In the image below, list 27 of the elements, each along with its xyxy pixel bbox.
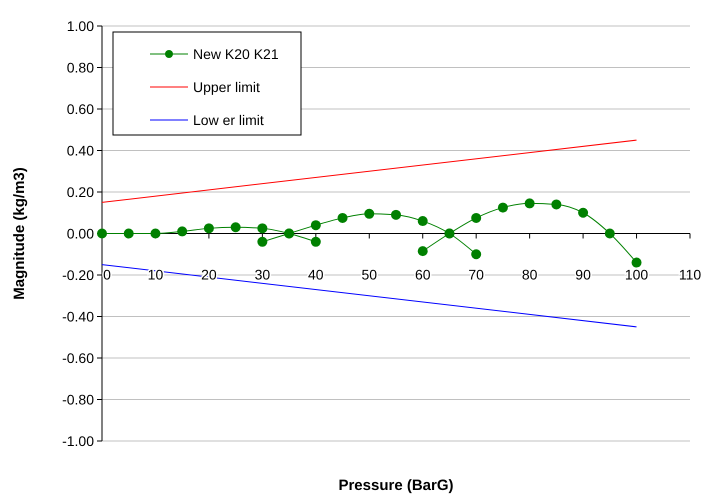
x-tick-label: 110 [678, 266, 702, 282]
x-tick-label: 50 [361, 266, 378, 282]
legend-label: New K20 K21 [193, 46, 279, 62]
y-axis-title: Magnitude (kg/m3) [11, 167, 28, 300]
x-tick-label: 70 [468, 266, 484, 282]
y-tick-label: 1.00 [66, 18, 94, 34]
x-axis-title: Pressure (BarG) [338, 477, 454, 494]
y-tick-label: -0.40 [62, 308, 94, 324]
x-tick-label: 100 [624, 266, 648, 282]
x-tick-label: 80 [522, 266, 538, 282]
y-tick-label: 0.80 [66, 59, 94, 76]
legend-label: Upper limit [193, 78, 260, 95]
x-tick-label: 40 [308, 266, 324, 282]
y-tick-label: -0.60 [62, 350, 94, 366]
y-tick-label: 0.40 [66, 142, 94, 158]
y-tick-label: -0.20 [62, 266, 94, 283]
y-tick-label: -0.80 [62, 391, 94, 408]
y-tick-label: 0.00 [66, 225, 94, 242]
y-tick-label: -1.00 [62, 432, 94, 449]
x-tick-label: 30 [254, 266, 270, 282]
x-tick-label: 90 [575, 266, 592, 282]
legend-label: Low er limit [193, 112, 264, 128]
x-tick-label: 10 [148, 266, 164, 282]
x-tick-label: 0 [103, 266, 112, 282]
y-tick-label: 0.20 [66, 184, 94, 200]
y-tick-label: 0.60 [66, 100, 94, 117]
x-tick-label: 60 [414, 266, 431, 282]
